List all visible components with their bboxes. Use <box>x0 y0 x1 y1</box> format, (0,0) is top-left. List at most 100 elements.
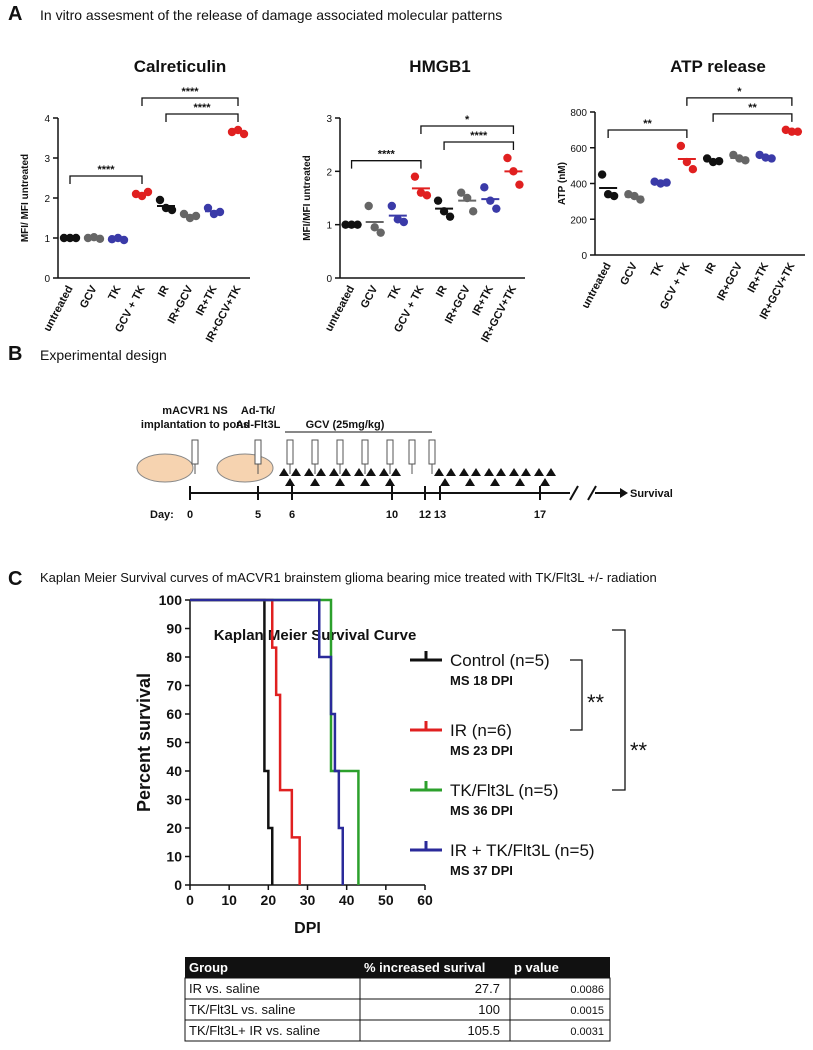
x-tick-label: IR <box>156 284 172 299</box>
y-tick-label: 1 <box>326 221 332 232</box>
table-cell: IR vs. saline <box>189 981 260 996</box>
x-tick-label: TK <box>649 261 667 280</box>
radiation-icon <box>385 478 395 486</box>
radiation-icon <box>304 468 314 476</box>
syringe <box>386 439 394 465</box>
significance-bracket <box>350 160 422 169</box>
y-axis-label: ATP (nM) <box>557 162 568 205</box>
data-point <box>676 141 686 151</box>
x-tick-label: 10 <box>221 892 237 908</box>
chart-title: ATP release <box>670 57 766 76</box>
arrow <box>620 488 628 498</box>
chart-title: Kaplan Meier Survival Curve <box>214 627 417 644</box>
data-point <box>492 204 501 213</box>
step-label: mACVR1 NS <box>162 405 227 417</box>
y-tick-label: 90 <box>166 621 182 637</box>
x-tick-label: IR <box>434 284 450 299</box>
radiation-icon <box>471 468 481 476</box>
y-tick-label: 4 <box>44 114 50 125</box>
x-tick-label: 0 <box>186 892 194 908</box>
y-axis-label: MFI/ MFI untreated <box>20 154 31 242</box>
radiation-icon <box>515 478 525 486</box>
data-point <box>422 191 432 200</box>
y-tick-label: 100 <box>159 592 183 608</box>
radiation-icon <box>534 468 544 476</box>
radiation-icon <box>279 468 289 476</box>
table-cell: 27.7 <box>475 981 500 996</box>
data-point <box>468 207 478 216</box>
x-tick-label: IR+GCV <box>715 260 745 303</box>
legend-swatch <box>410 651 442 662</box>
x-tick-label: GCV <box>359 283 381 310</box>
y-tick-label: 3 <box>44 154 50 165</box>
table-header-bg <box>185 957 610 978</box>
y-axis-label: MFI/MFI untreated <box>302 155 313 241</box>
data-point <box>445 212 455 221</box>
data-point <box>688 165 698 174</box>
step-label: GCV (25mg/kg) <box>306 419 385 431</box>
radiation-icon <box>465 478 475 486</box>
x-tick-label: TK <box>386 284 404 303</box>
x-tick-label: IR <box>703 261 719 276</box>
data-point <box>767 154 776 163</box>
y-tick-label: 0 <box>44 274 50 285</box>
y-tick-label: 2 <box>44 194 50 205</box>
day-number: 6 <box>289 509 295 521</box>
significance-bracket <box>443 141 515 150</box>
legend-label: IR + TK/Flt3L (n=5) <box>450 841 595 860</box>
y-tick-label: 50 <box>166 735 182 751</box>
y-tick-label: 80 <box>166 649 182 665</box>
day-number: 12 <box>419 509 431 521</box>
y-tick-label: 800 <box>570 108 587 119</box>
chart-title: HMGB1 <box>409 57 470 76</box>
data-point <box>597 170 607 179</box>
data-point <box>486 196 495 205</box>
significance-label: **** <box>470 130 488 142</box>
data-point <box>456 188 466 197</box>
significance-bracket <box>686 97 793 106</box>
table-cell: 100 <box>478 1002 500 1017</box>
radiation-icon <box>540 478 550 486</box>
y-tick-label: 70 <box>166 678 182 694</box>
significance-label: ** <box>643 118 652 130</box>
radiation-icon <box>291 468 301 476</box>
step-label: Ad-Flt3L <box>236 419 281 431</box>
panel-label: C <box>8 568 22 590</box>
y-tick-label: 20 <box>166 820 182 836</box>
panel-title: In vitro assesment of the release of dam… <box>40 7 502 23</box>
legend-swatch <box>410 721 442 732</box>
radiation-icon <box>341 468 351 476</box>
significance-label: * <box>737 86 742 98</box>
syringe <box>336 439 344 465</box>
radiation-icon <box>329 468 339 476</box>
radiation-icon <box>521 468 531 476</box>
significance-bracket <box>607 129 688 138</box>
significance-label: ** <box>587 690 605 715</box>
table-cell: TK/Flt3L+ IR vs. saline <box>189 1023 320 1038</box>
data-point <box>609 191 619 201</box>
radiation-icon <box>310 478 320 486</box>
table-header: p value <box>514 960 559 975</box>
radiation-icon <box>316 468 326 476</box>
y-tick-label: 0 <box>581 251 587 262</box>
data-point <box>410 172 420 181</box>
y-tick-label: 600 <box>570 144 587 155</box>
radiation-icon <box>446 468 456 476</box>
axis-break <box>569 485 597 501</box>
significance-bracket <box>69 175 143 184</box>
end-label: Survival <box>630 488 673 500</box>
syringe <box>428 439 436 465</box>
data-point <box>203 203 213 213</box>
y-tick-label: 30 <box>166 792 182 808</box>
y-tick-label: 40 <box>166 763 182 779</box>
y-tick-label: 3 <box>326 114 332 125</box>
radiation-icon <box>360 478 370 486</box>
radiation-icon <box>496 468 506 476</box>
day-number: 13 <box>434 509 446 521</box>
x-tick-label: untreated <box>323 284 357 334</box>
significance-bracket <box>165 113 239 122</box>
data-point <box>370 223 379 232</box>
radiation-icon <box>490 478 500 486</box>
data-point <box>387 201 397 211</box>
